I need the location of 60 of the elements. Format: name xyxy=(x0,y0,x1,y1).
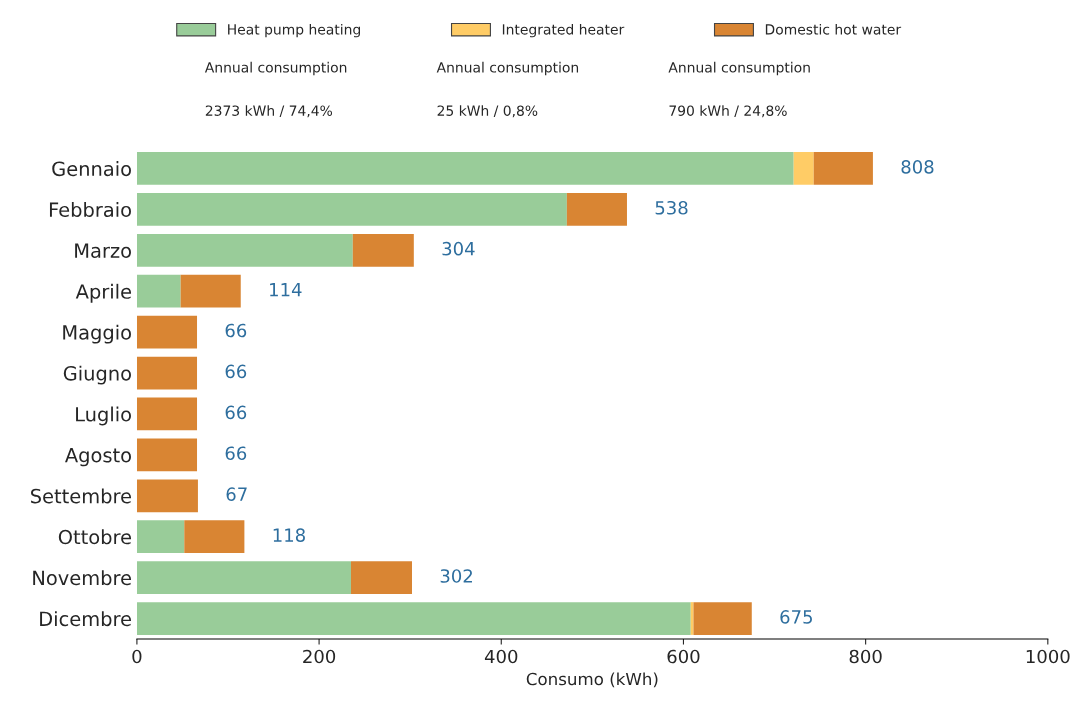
y-tick-label: Aprile xyxy=(75,283,132,303)
y-tick-label: Marzo xyxy=(75,243,131,258)
total-label: 66 xyxy=(225,323,247,338)
bar xyxy=(136,233,353,267)
x-tick-label: 800 xyxy=(849,649,882,664)
bar xyxy=(136,602,691,635)
y-tick-label: Ottobre xyxy=(58,529,132,545)
y-tick-label: Agosto xyxy=(65,448,131,467)
total-label: 66 xyxy=(225,405,247,420)
bar xyxy=(566,193,627,226)
total-label: 118 xyxy=(273,528,305,542)
bar xyxy=(136,520,185,554)
bar xyxy=(136,561,351,594)
bar xyxy=(136,315,198,349)
total-label: 66 xyxy=(225,364,247,379)
bar xyxy=(793,152,814,185)
bar xyxy=(350,561,412,594)
y-tick-label: Giugno xyxy=(63,365,131,385)
bar xyxy=(136,438,198,472)
legend-label: Integrated heater xyxy=(502,23,625,38)
bar xyxy=(136,193,567,226)
x-axis-title: Consumo (kWh) xyxy=(526,672,658,688)
y-tick-label: Gennaio xyxy=(52,161,131,177)
bar xyxy=(136,397,198,431)
bar xyxy=(180,274,241,308)
x-tick-label: 0 xyxy=(132,649,142,664)
bar xyxy=(813,152,873,185)
total-label: 675 xyxy=(780,610,812,624)
text: Annual consumption xyxy=(668,61,810,76)
bar xyxy=(136,479,198,513)
legend-label: Domestic hot water xyxy=(765,23,902,35)
text: 790 kWh / 24,8% xyxy=(669,105,787,118)
text: Annual consumption xyxy=(436,61,579,76)
text: Annual consumption xyxy=(204,61,347,76)
x-tick-label: 600 xyxy=(667,649,700,664)
y-tick-label: Maggio xyxy=(63,324,131,344)
y-tick-label: Luglio xyxy=(76,406,131,426)
text: 2373 kWh / 74,4% xyxy=(205,105,333,118)
total-label: 538 xyxy=(655,200,688,215)
total-label: 808 xyxy=(901,160,934,174)
total-label: 304 xyxy=(442,241,475,256)
text: 25 kWh / 0,8% xyxy=(437,105,538,118)
y-tick-label: Settembre xyxy=(31,488,132,504)
total-label: 67 xyxy=(226,487,247,502)
bar xyxy=(352,233,414,267)
x-tick-label: 1000 xyxy=(1026,649,1070,664)
total-label: 66 xyxy=(225,446,247,461)
legend-label: Heat pump heating xyxy=(228,23,360,38)
x-tick-label: 200 xyxy=(303,649,336,664)
y-tick-label: Novembre xyxy=(33,570,131,586)
bar xyxy=(693,602,752,635)
bar xyxy=(184,520,245,554)
y-tick-label: Dicembre xyxy=(40,611,132,627)
total-label: 302 xyxy=(440,569,472,583)
x-tick-label: 400 xyxy=(484,649,518,664)
total-label: 114 xyxy=(270,283,302,297)
bar xyxy=(136,356,198,390)
bar xyxy=(136,274,181,308)
bar xyxy=(136,152,794,185)
y-tick-label: Febbraio xyxy=(49,201,131,218)
